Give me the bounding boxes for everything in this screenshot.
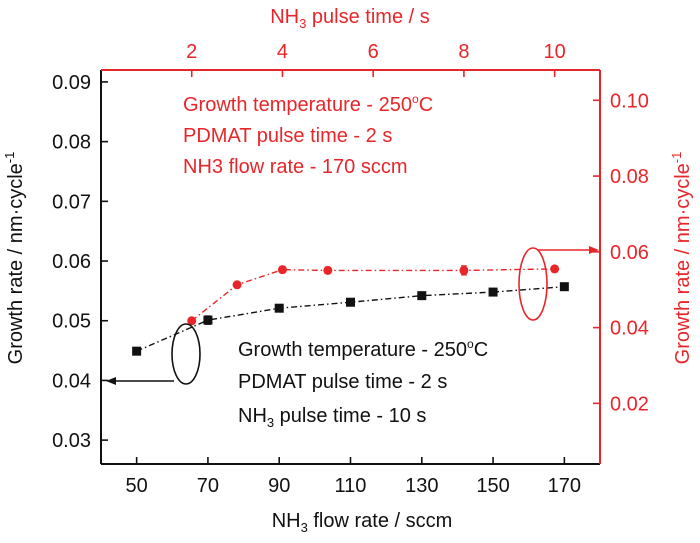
left-tick-label: 0.07 bbox=[52, 191, 91, 213]
data-point-circle bbox=[550, 264, 560, 274]
data-point-circle bbox=[232, 280, 242, 290]
black-series-ellipse bbox=[171, 323, 201, 385]
left-tick-label: 0.05 bbox=[52, 311, 91, 333]
black-arrow-head bbox=[106, 377, 116, 385]
top-tick-label: 4 bbox=[277, 41, 288, 63]
data-point-circle bbox=[277, 265, 287, 275]
left-tick-label: 0.09 bbox=[52, 72, 91, 94]
right-tick-label: 0.04 bbox=[610, 318, 649, 340]
right-tick-label: 0.10 bbox=[610, 90, 649, 112]
data-point-circle bbox=[459, 265, 469, 275]
left-tick-label: 0.08 bbox=[52, 132, 91, 154]
bottom-tick-label: 150 bbox=[476, 475, 509, 497]
data-point-square bbox=[274, 303, 284, 313]
series-pulse-time bbox=[187, 264, 560, 326]
right-axis-title: Growth rate / nm·cycle-1 bbox=[669, 152, 694, 365]
data-point-square bbox=[488, 287, 498, 297]
data-point-square bbox=[132, 346, 142, 356]
bottom-tick-label: 130 bbox=[405, 475, 438, 497]
series-flow-rate bbox=[132, 282, 569, 356]
annotation-red-line3: NH3 flow rate - 170 sccm bbox=[183, 156, 408, 178]
data-point-square bbox=[346, 297, 355, 307]
data-point-circle bbox=[323, 265, 333, 275]
red-series-ellipse bbox=[518, 247, 548, 321]
left-tick-label: 0.04 bbox=[52, 370, 91, 392]
left-tick-label: 0.03 bbox=[52, 430, 91, 452]
top-tick-label: 8 bbox=[458, 41, 469, 63]
bottom-tick-label: 170 bbox=[548, 475, 581, 497]
right-tick-label: 0.08 bbox=[610, 166, 649, 188]
bottom-tick-label: 110 bbox=[335, 475, 367, 497]
bottom-tick-label: 90 bbox=[268, 475, 290, 497]
left-axis-ticks: 0.03 0.04 0.05 0.06 0.07 0.08 0.09 bbox=[52, 72, 108, 452]
series-red-line bbox=[191, 268, 555, 322]
annotation-black: Growth temperature - 250oC PDMAT pulse t… bbox=[238, 337, 488, 430]
top-tick-label: 2 bbox=[186, 41, 197, 63]
annotation-black-line2: PDMAT pulse time - 2 s bbox=[238, 371, 447, 393]
top-tick-label: 6 bbox=[368, 41, 379, 63]
bottom-axis-title: NH3 flow rate / sccm bbox=[272, 510, 453, 535]
bottom-tick-label: 70 bbox=[197, 475, 219, 497]
left-axis-indicator bbox=[106, 323, 201, 385]
bottom-axis-ticks: 50 70 90 110 130 150 170 bbox=[126, 457, 581, 497]
data-point-square bbox=[203, 315, 213, 325]
annotation-black-line1: Growth temperature - 250oC bbox=[238, 337, 488, 361]
data-point-square bbox=[417, 291, 427, 301]
top-tick-label: 10 bbox=[544, 41, 566, 63]
annotation-red-line1: Growth temperature - 250oC bbox=[183, 92, 433, 116]
left-axis-title: Growth rate / nm·cycle-1 bbox=[2, 152, 27, 365]
left-tick-label: 0.06 bbox=[52, 251, 91, 273]
annotation-red-line2: PDMAT pulse time - 2 s bbox=[183, 125, 392, 147]
data-point-circle bbox=[187, 316, 197, 326]
data-point-square bbox=[559, 282, 569, 292]
right-tick-label: 0.02 bbox=[610, 393, 649, 415]
red-arrow-head bbox=[589, 246, 599, 254]
right-tick-label: 0.06 bbox=[610, 242, 649, 264]
right-axis-indicator bbox=[518, 246, 599, 321]
top-axis-ticks: 2 4 6 8 10 bbox=[186, 41, 566, 77]
right-axis-ticks: 0.02 0.04 0.06 0.08 0.10 bbox=[593, 90, 649, 415]
annotation-black-line3: NH3 pulse time - 10 s bbox=[238, 405, 426, 430]
bottom-tick-label: 50 bbox=[126, 475, 148, 497]
annotation-red: Growth temperature - 250oC PDMAT pulse t… bbox=[183, 92, 433, 178]
top-axis-title: NH3 pulse time / s bbox=[270, 6, 430, 31]
